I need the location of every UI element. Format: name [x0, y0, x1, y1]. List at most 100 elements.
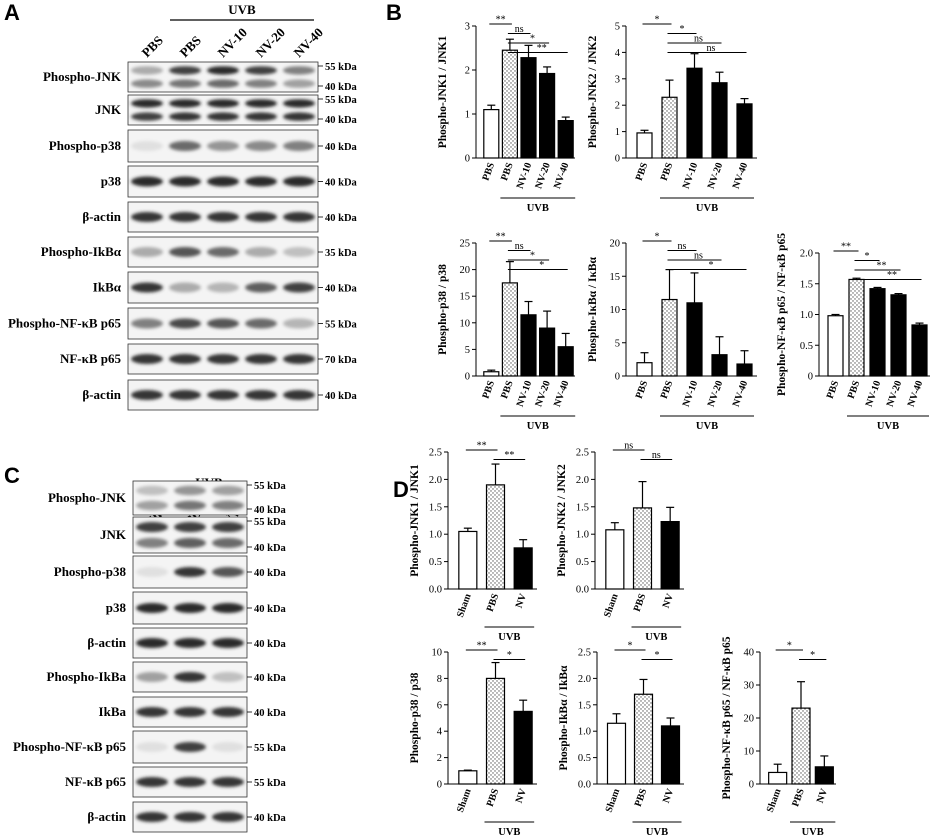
panel-letter-a: A	[4, 0, 20, 25]
y-tick-label: 2.5	[429, 448, 442, 459]
protein-band	[131, 79, 163, 88]
group-label: UVB	[802, 827, 824, 835]
protein-band	[283, 99, 315, 108]
significance-label: *	[680, 24, 685, 35]
protein-band	[245, 66, 277, 75]
blot-row-label: β-actin	[82, 387, 121, 402]
significance-label: ns	[515, 241, 524, 252]
protein-band	[131, 99, 163, 108]
significance-label: ns	[652, 450, 661, 461]
y-tick-label: 0	[437, 780, 442, 791]
blot-row-label: NF-κB p65	[65, 774, 127, 789]
western-blot-a: UVB PBS PBS NV-10 NV-20 NV-40 Phospho-JNK 55 kD…	[8, 2, 358, 411]
lane-label: NV-10	[215, 25, 250, 60]
y-tick-label: 30	[744, 681, 755, 692]
protein-band	[169, 318, 201, 329]
x-tick-label: PBS	[481, 161, 498, 182]
y-tick-label: 0	[615, 372, 620, 383]
y-tick-label: 1	[615, 127, 620, 138]
protein-band	[136, 522, 168, 533]
protein-band	[207, 354, 239, 364]
x-tick-label: NV-40	[552, 379, 572, 408]
y-tick-label: 5	[615, 22, 620, 33]
x-tick-label: NV-40	[552, 161, 572, 190]
protein-band	[169, 112, 201, 121]
protein-band	[169, 390, 201, 400]
protein-band	[245, 141, 277, 151]
y-axis-label: Phospho-JNK1 / JNK1	[437, 36, 449, 149]
kda-marker: 40 kDa	[325, 115, 358, 126]
protein-band	[245, 390, 277, 400]
protein-band	[131, 66, 163, 75]
group-label: UVB	[527, 421, 549, 432]
y-tick-label: 0.0	[429, 585, 442, 596]
y-tick-label: 1.5	[578, 700, 591, 711]
lane-label: PBS	[177, 33, 204, 60]
protein-band	[131, 247, 163, 257]
protein-band	[212, 672, 244, 682]
x-tick-label: PBS	[485, 592, 502, 613]
x-tick-label: NV-20	[706, 379, 726, 408]
bar	[636, 362, 653, 377]
protein-band	[169, 247, 201, 257]
blot-row-label: IkBα	[93, 280, 122, 295]
x-tick-label: PBS	[790, 787, 807, 808]
x-tick-label: Sham	[602, 592, 621, 619]
y-tick-label: 2.5	[578, 648, 591, 659]
bar	[513, 710, 533, 785]
bar	[869, 288, 886, 377]
lane-label: NV-40	[291, 25, 326, 60]
protein-band	[174, 485, 206, 496]
x-tick-label: Sham	[455, 592, 474, 619]
y-tick-label: 0	[465, 372, 470, 383]
protein-band	[212, 812, 244, 822]
y-tick-label: 0	[615, 154, 620, 165]
protein-band	[174, 638, 206, 648]
y-tick-label: 2.5	[576, 448, 589, 459]
protein-band	[174, 812, 206, 822]
kda-marker: 40 kDa	[254, 639, 287, 650]
group-label: UVB	[498, 827, 520, 835]
significance-label: *	[655, 232, 660, 243]
significance-label: *	[507, 650, 512, 661]
y-tick-label: 4	[615, 48, 621, 59]
protein-band	[245, 79, 277, 88]
x-tick-label: NV-40	[731, 161, 751, 190]
protein-band	[169, 66, 201, 75]
significance-label: *	[655, 650, 660, 661]
x-tick-label: Sham	[765, 787, 784, 814]
protein-band	[283, 176, 315, 187]
protein-band	[245, 282, 277, 293]
y-tick-label: 0.5	[800, 341, 813, 352]
x-tick-label: NV-20	[706, 161, 726, 190]
significance-label: *	[628, 641, 633, 652]
significance-label: ns	[694, 34, 703, 45]
bar	[827, 315, 844, 377]
kda-marker: 40 kDa	[254, 543, 287, 554]
bar	[736, 103, 753, 159]
bar	[483, 108, 500, 159]
blot-row: β-actin 40 kDa	[87, 627, 287, 659]
significance-label: *	[530, 251, 535, 262]
y-tick-label: 0.5	[429, 557, 442, 568]
blot-row-label: β-actin	[82, 209, 121, 224]
protein-band	[207, 212, 239, 222]
x-tick-label: NV-10	[864, 379, 884, 408]
blot-row-label: Phospho-NF-κB p65	[8, 316, 122, 331]
x-tick-label: NV-40	[731, 379, 751, 408]
y-axis-label: Phospho-IκBα / IκBα	[587, 256, 599, 361]
protein-band	[169, 354, 201, 364]
blot-row: JNK 55 kDa 40 kDa	[95, 94, 358, 126]
bar-chart: 0.0 0.5 1.0 1.5 2.0 2.5 Phospho-JNK2 / JNK2 Sha…	[556, 441, 684, 643]
x-tick-label: PBS	[632, 592, 649, 613]
blot-row-label: IkBa	[99, 704, 127, 719]
significance-label: ns	[678, 241, 687, 252]
lane-label: PBS	[139, 33, 166, 60]
bar	[660, 725, 681, 785]
y-tick-label: 20	[744, 714, 755, 725]
blot-row: β-actin 40 kDa	[82, 379, 358, 411]
protein-band	[283, 318, 315, 329]
